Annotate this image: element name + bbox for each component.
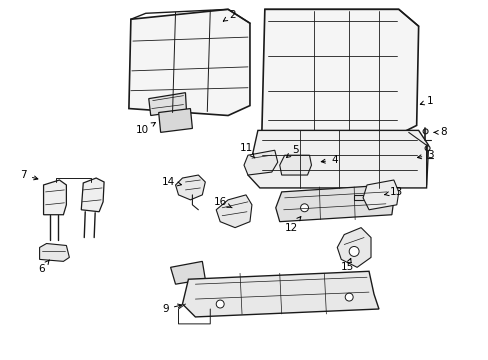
Text: 9: 9	[162, 304, 182, 314]
Polygon shape	[170, 261, 205, 284]
Polygon shape	[244, 150, 277, 175]
Circle shape	[348, 247, 358, 256]
Circle shape	[424, 146, 429, 151]
Text: 5: 5	[286, 145, 298, 157]
Text: 14: 14	[162, 177, 181, 187]
Circle shape	[300, 204, 308, 212]
Circle shape	[422, 129, 427, 134]
Text: 12: 12	[285, 217, 300, 233]
Text: 15: 15	[340, 258, 353, 272]
Polygon shape	[81, 178, 104, 212]
Text: 6: 6	[38, 260, 49, 274]
Text: 1: 1	[420, 96, 433, 105]
Polygon shape	[247, 130, 427, 188]
Polygon shape	[275, 185, 393, 222]
Circle shape	[366, 200, 374, 208]
Circle shape	[216, 300, 224, 308]
Polygon shape	[216, 195, 251, 228]
Text: 11: 11	[239, 143, 254, 158]
Text: 13: 13	[384, 187, 403, 197]
Text: 7: 7	[20, 170, 38, 180]
Text: 2: 2	[223, 10, 235, 21]
Polygon shape	[129, 9, 249, 116]
Text: 8: 8	[433, 127, 446, 138]
Circle shape	[345, 293, 352, 301]
Polygon shape	[175, 175, 205, 200]
Polygon shape	[337, 228, 370, 267]
Text: 3: 3	[417, 150, 433, 160]
Text: 10: 10	[136, 122, 155, 135]
Polygon shape	[362, 180, 398, 210]
Text: 4: 4	[321, 155, 337, 165]
Polygon shape	[148, 93, 186, 116]
Text: 16: 16	[213, 197, 232, 208]
Polygon shape	[279, 155, 311, 175]
Polygon shape	[43, 180, 66, 215]
Polygon shape	[158, 109, 192, 132]
Polygon shape	[262, 9, 418, 135]
Polygon shape	[182, 271, 378, 317]
Polygon shape	[40, 243, 69, 261]
